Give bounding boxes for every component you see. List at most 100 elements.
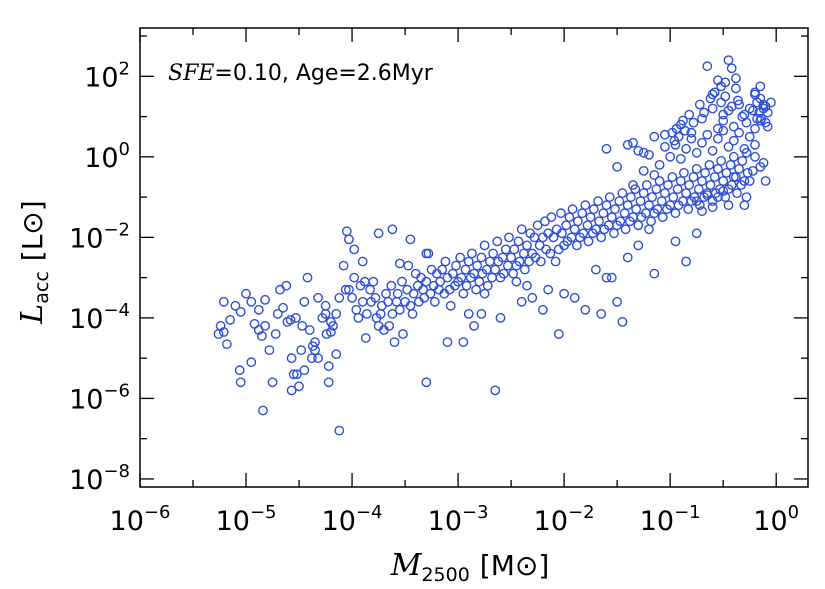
data-point [387, 308, 398, 319]
data-point [458, 288, 469, 299]
x-tick-label-base: 10 [322, 506, 356, 537]
data-point [707, 145, 718, 156]
data-point [718, 176, 729, 186]
data-point [325, 327, 336, 337]
data-point [649, 268, 660, 279]
data-point [235, 306, 246, 317]
data-point [688, 117, 699, 128]
data-point [656, 196, 667, 207]
data-point [606, 212, 617, 223]
data-point [737, 111, 748, 122]
data-point [522, 280, 532, 291]
data-point [518, 248, 529, 259]
data-point [323, 361, 334, 372]
plot-frame [139, 27, 809, 488]
data-point [343, 284, 354, 295]
data-point [737, 155, 748, 166]
data-point [697, 137, 707, 148]
data-point [691, 163, 702, 174]
data-point [760, 101, 771, 112]
data-point [394, 258, 405, 269]
data-point [681, 143, 691, 154]
data-point [604, 192, 615, 203]
data-point [405, 234, 416, 245]
data-point [299, 365, 310, 376]
data-point [713, 123, 723, 134]
data-point [373, 228, 384, 239]
data-point [476, 308, 487, 319]
data-point [313, 353, 323, 364]
data-point [490, 385, 501, 396]
data-point [313, 292, 323, 303]
data-point [654, 176, 665, 186]
data-point [520, 264, 530, 275]
data-point [596, 308, 607, 319]
y-axis-symbol: L [15, 304, 50, 325]
data-point [638, 188, 649, 199]
data-point [713, 133, 723, 144]
data-point [697, 113, 707, 124]
data-point [728, 172, 739, 182]
data-point [580, 200, 591, 211]
x-tick-label-base: 10 [640, 506, 674, 537]
data-point [652, 204, 663, 215]
data-point [672, 184, 683, 195]
data-point [357, 296, 368, 307]
data-point [471, 284, 481, 295]
data-point [421, 377, 432, 388]
data-point [752, 113, 762, 124]
data-point [725, 159, 736, 170]
annotation-age: Age=2.6Myr [296, 61, 434, 86]
data-point [221, 339, 232, 349]
data-point [686, 133, 697, 144]
y-tick-label-base: 10 [84, 143, 118, 174]
y-tick-label-exponent: −6 [103, 380, 130, 401]
data-point [253, 304, 264, 315]
data-point [256, 331, 267, 341]
data-point [697, 176, 707, 186]
data-point [619, 208, 630, 219]
data-point [310, 337, 320, 347]
data-point [622, 252, 633, 263]
data-point [718, 125, 729, 136]
data-point [285, 314, 296, 325]
data-point [705, 180, 716, 190]
x-tick-label-base: 10 [110, 506, 144, 537]
data-point [649, 131, 660, 142]
data-point [713, 192, 723, 203]
data-point [750, 151, 760, 162]
data-point [594, 216, 604, 227]
x-tick-label: 10−4 [322, 502, 383, 537]
data-point [403, 260, 414, 271]
data-point [638, 165, 649, 176]
data-point [357, 256, 368, 267]
data-point [580, 304, 591, 315]
data-point [532, 220, 543, 231]
data-point [421, 276, 432, 287]
data-point [509, 244, 520, 255]
data-point [296, 345, 307, 355]
data-point [249, 318, 260, 329]
y-tick-label-exponent: 2 [119, 58, 130, 79]
data-point [361, 308, 372, 319]
data-point [246, 357, 257, 368]
data-point [675, 153, 686, 164]
data-point [748, 105, 758, 116]
data-point [573, 216, 583, 227]
data-point [267, 377, 278, 388]
data-point [340, 284, 351, 295]
data-point [654, 159, 665, 170]
data-point [702, 61, 713, 72]
data-point [612, 161, 622, 172]
data-point [628, 137, 638, 148]
data-point [720, 91, 731, 102]
data-point [472, 260, 483, 271]
x-axis-unit: [M⊙] [480, 549, 549, 582]
data-point [716, 155, 726, 166]
x-tick-label: 100 [753, 502, 799, 537]
data-point [502, 260, 513, 271]
data-point [234, 365, 245, 376]
data-point [511, 276, 522, 287]
y-tick-label: 10−8 [69, 461, 130, 496]
data-point [479, 240, 490, 251]
